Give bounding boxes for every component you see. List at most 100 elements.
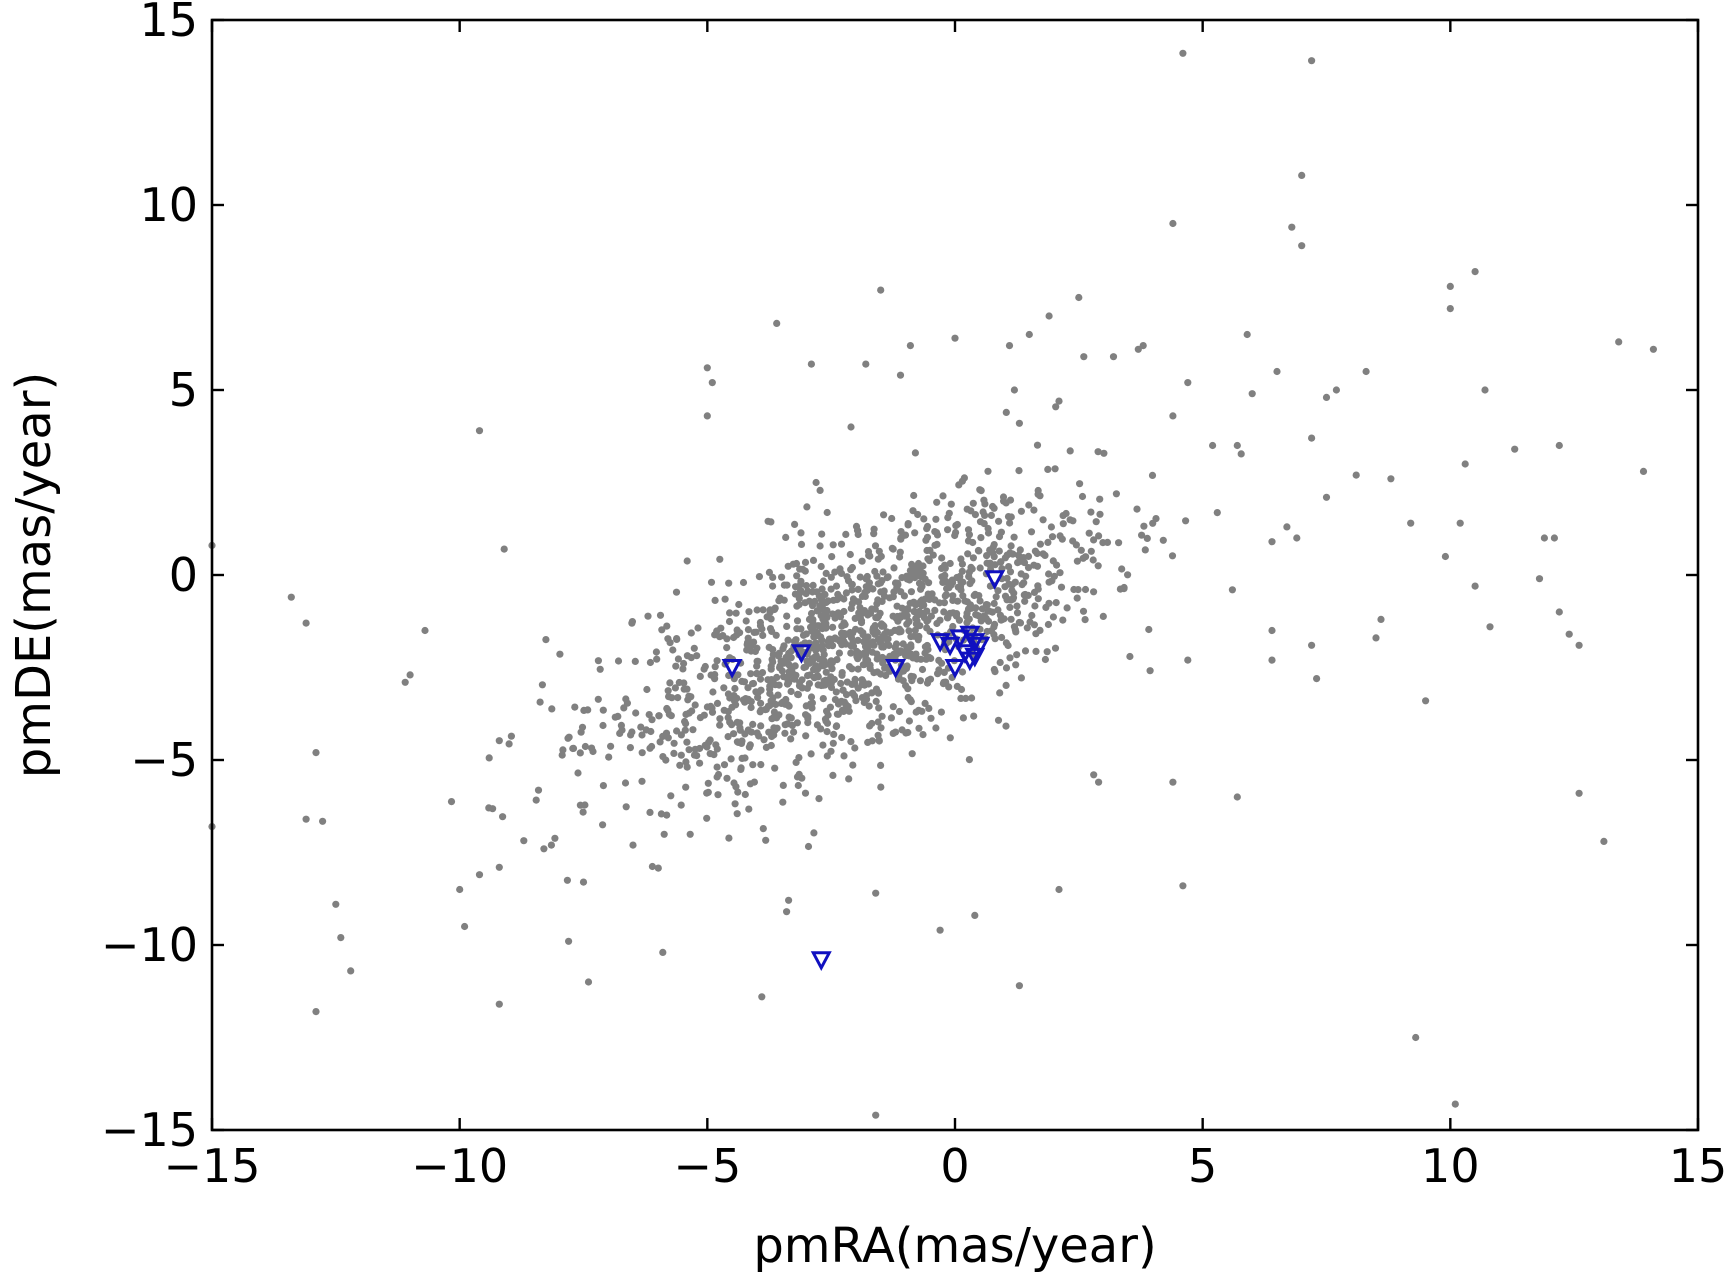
star-point <box>875 704 883 712</box>
x-tick-label: 5 <box>1188 1139 1217 1193</box>
star-point <box>739 578 748 587</box>
star-point <box>938 659 946 667</box>
star-point <box>860 698 868 707</box>
star-point <box>1362 367 1370 376</box>
star-point <box>766 683 774 691</box>
star-point <box>716 721 724 729</box>
star-point <box>1237 450 1245 458</box>
star-point <box>845 775 853 783</box>
star-point <box>708 708 717 716</box>
star-point <box>337 934 345 942</box>
star-point <box>907 633 915 641</box>
star-point <box>889 703 897 711</box>
star-point <box>791 520 799 529</box>
star-point <box>584 978 593 986</box>
star-point <box>565 937 573 945</box>
star-point <box>807 360 816 368</box>
star-point <box>909 654 917 662</box>
star-point <box>669 646 677 654</box>
star-point <box>769 658 777 666</box>
star-point <box>862 360 870 368</box>
star-point <box>997 558 1005 566</box>
star-point <box>495 1000 503 1008</box>
star-point <box>696 714 705 722</box>
star-point <box>804 587 812 595</box>
star-point <box>1179 882 1187 890</box>
star-point <box>861 681 869 689</box>
star-point <box>912 614 920 623</box>
star-point <box>877 286 885 294</box>
star-point <box>923 624 931 632</box>
star-point <box>803 503 811 511</box>
star-point <box>757 706 765 715</box>
star-point <box>780 642 788 650</box>
star-point <box>829 541 837 549</box>
star-point <box>676 761 684 769</box>
star-point <box>858 676 866 684</box>
star-point <box>1044 465 1052 473</box>
star-point <box>713 657 721 665</box>
star-point <box>1004 513 1013 521</box>
star-point <box>941 561 949 569</box>
star-point <box>847 649 855 657</box>
star-point <box>784 720 792 728</box>
star-point <box>987 511 996 519</box>
star-point <box>1575 789 1583 797</box>
star-point <box>767 697 775 705</box>
star-point <box>780 596 788 604</box>
star-point <box>893 602 901 610</box>
star-point <box>937 708 946 716</box>
star-point <box>749 680 757 688</box>
star-point <box>757 722 765 730</box>
star-point <box>1471 268 1479 276</box>
star-point <box>910 598 918 606</box>
star-point <box>794 690 802 699</box>
star-point <box>838 635 847 643</box>
star-point <box>731 800 739 808</box>
star-point <box>1010 386 1019 394</box>
star-point <box>1109 353 1118 361</box>
star-point <box>662 729 671 737</box>
star-point <box>1268 538 1276 546</box>
star-point <box>907 698 915 706</box>
star-point <box>951 531 959 540</box>
star-point <box>1012 661 1020 669</box>
star-point <box>855 598 863 606</box>
star-point <box>312 1008 320 1016</box>
star-point <box>908 560 916 569</box>
star-point <box>632 709 640 717</box>
star-point <box>646 658 655 667</box>
star-point <box>1050 572 1058 580</box>
star-point <box>829 623 837 631</box>
star-point <box>767 676 776 684</box>
star-point <box>1025 501 1033 509</box>
star-point <box>1313 675 1321 683</box>
ticks-layer <box>210 18 1700 1132</box>
star-point <box>983 559 991 567</box>
star-point <box>1030 621 1038 629</box>
star-point <box>977 487 985 495</box>
star-point <box>766 625 775 633</box>
star-point <box>980 496 988 504</box>
star-point <box>780 673 788 681</box>
star-point <box>1273 367 1281 376</box>
star-point <box>842 640 850 648</box>
star-point <box>475 871 484 879</box>
star-point <box>829 739 837 747</box>
star-point <box>1015 419 1024 427</box>
star-point <box>834 700 843 708</box>
star-point <box>810 666 818 674</box>
star-point <box>1243 330 1251 339</box>
star-point <box>704 779 712 787</box>
star-point <box>685 746 693 754</box>
star-point <box>923 522 932 531</box>
star-point <box>784 562 792 570</box>
star-point <box>849 642 858 650</box>
star-point <box>808 602 817 610</box>
star-point <box>1322 493 1331 501</box>
star-point <box>1004 641 1012 650</box>
star-point <box>823 752 831 760</box>
star-point <box>915 724 923 732</box>
star-point <box>1051 644 1060 652</box>
star-point <box>1322 393 1331 401</box>
